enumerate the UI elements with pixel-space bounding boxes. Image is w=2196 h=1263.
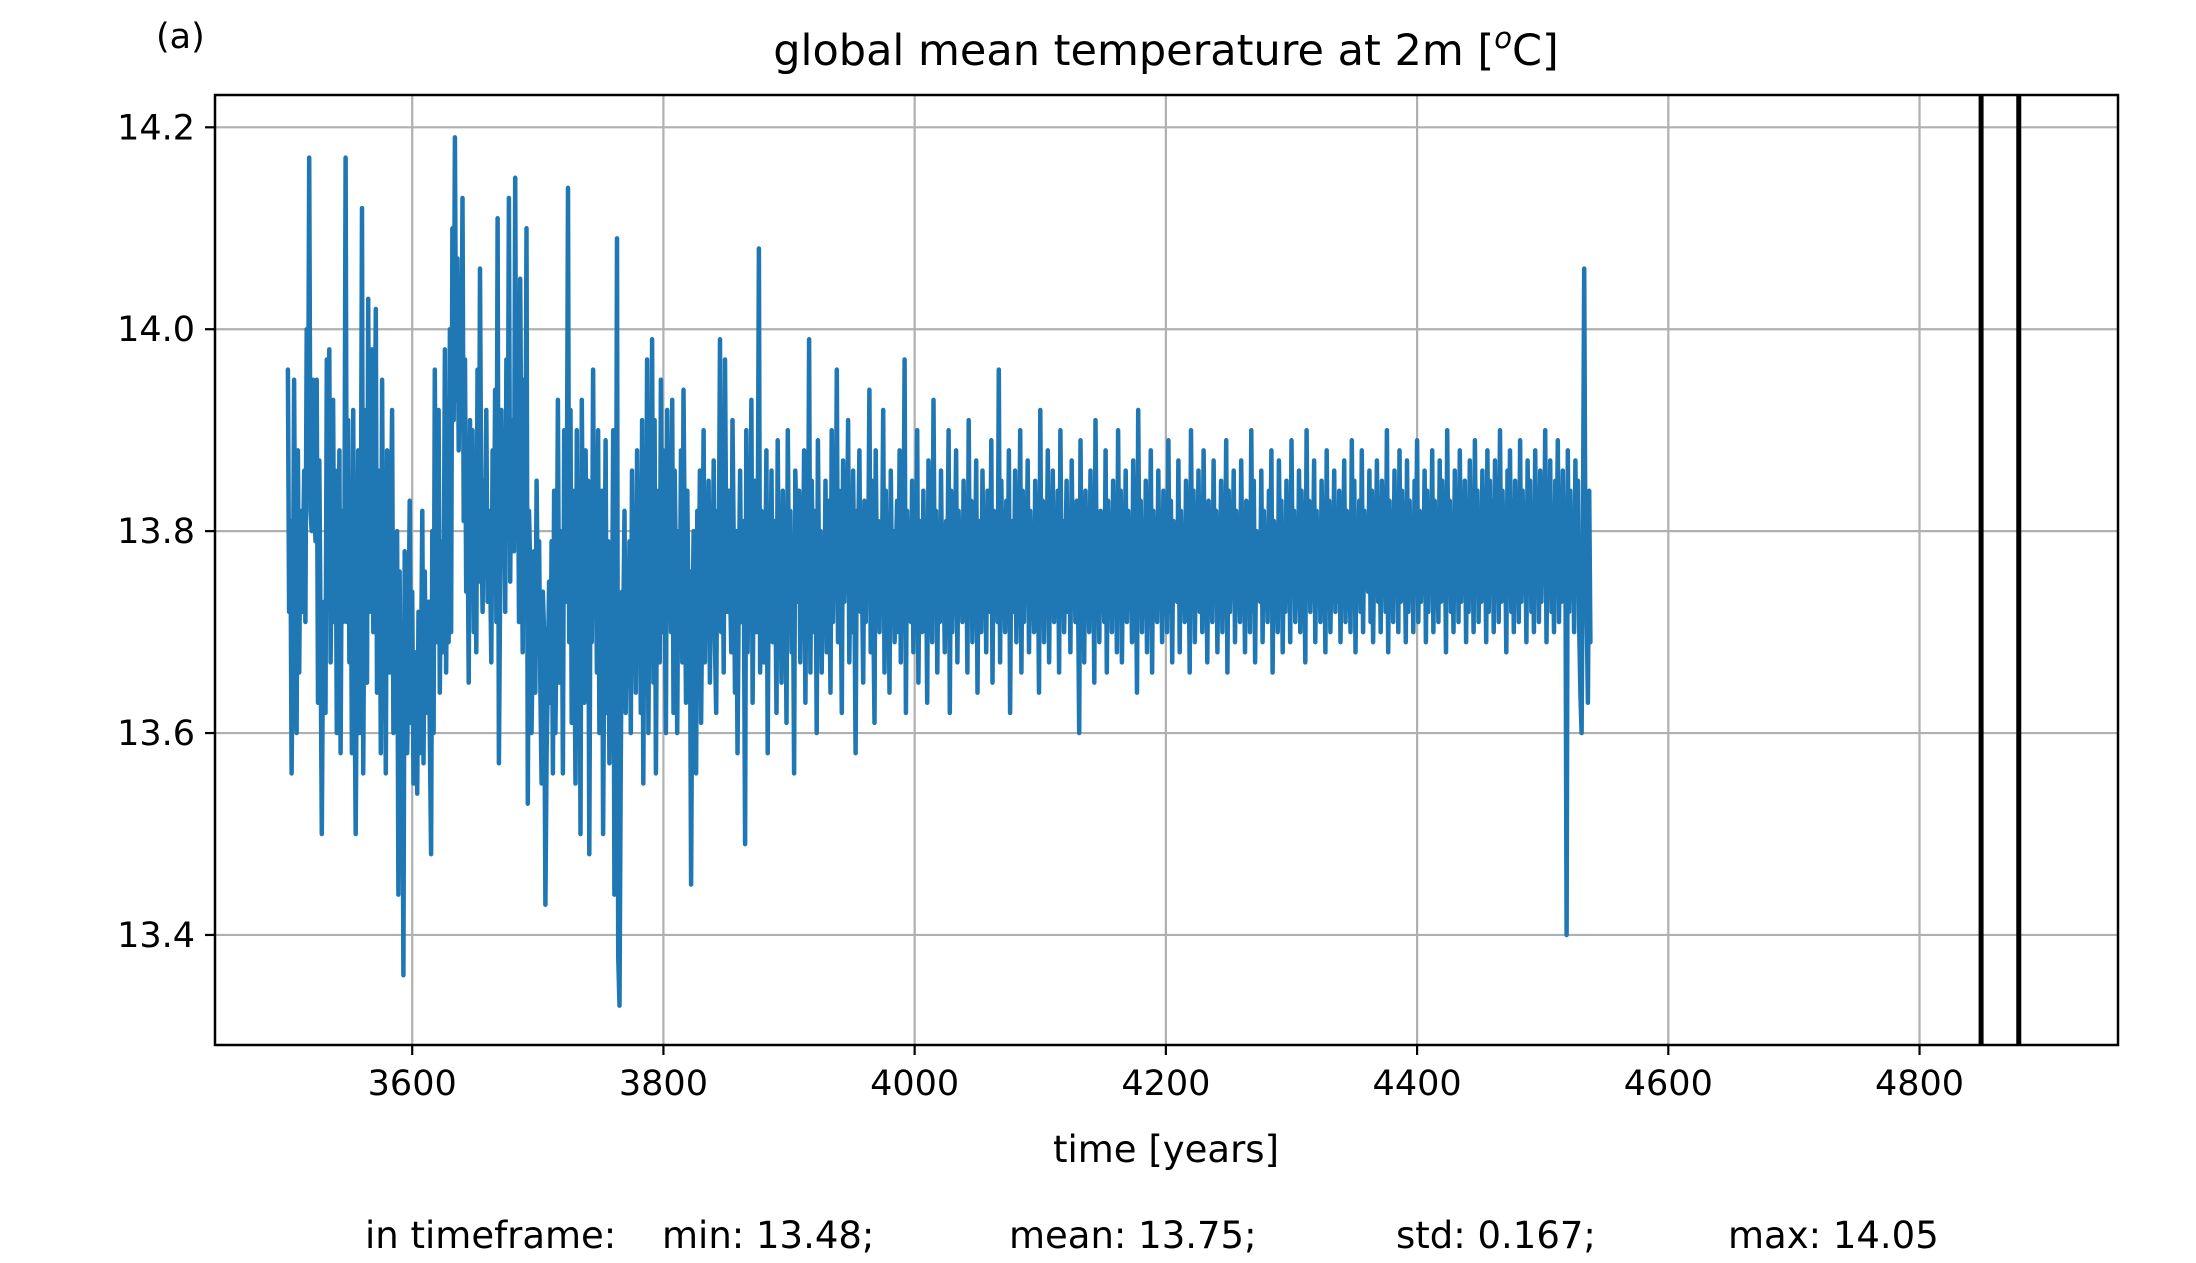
title-superscript: o	[1494, 21, 1512, 55]
panel-label: (a)	[156, 17, 205, 57]
y-tick-label: 13.4	[117, 916, 195, 956]
stats-std: std: 0.167;	[1396, 1214, 1596, 1257]
stats-prefix: in timeframe:	[365, 1214, 616, 1257]
series-line	[285, 135, 1593, 1008]
x-axis-label: time [years]	[1053, 1128, 1279, 1171]
x-tick-label: 4600	[1624, 1064, 1713, 1104]
stats-max: max: 14.05	[1728, 1214, 1939, 1257]
y-tick-label: 14.2	[117, 108, 195, 148]
x-tick-label: 3600	[368, 1064, 457, 1104]
y-tick-label: 13.6	[117, 714, 195, 754]
summary-stats: in timeframe: min: 13.48; mean: 13.75; s…	[365, 1214, 1939, 1257]
x-tick-label: 3800	[619, 1064, 708, 1104]
plot-frame	[213, 93, 2120, 1047]
x-tick-label: 4200	[1121, 1064, 1210, 1104]
x-axis-ticks: 3600 3800 4000 4200 4400 4600 4800	[368, 1045, 1964, 1104]
x-tick-label: 4400	[1373, 1064, 1462, 1104]
x-tick-label: 4800	[1875, 1064, 1964, 1104]
y-axis-ticks: 13.4 13.6 13.8 14.0 14.2	[117, 108, 215, 956]
stats-mean: mean: 13.75;	[1009, 1214, 1257, 1257]
stats-min: min: 13.48;	[662, 1214, 874, 1257]
y-tick-label: 14.0	[117, 310, 195, 350]
vertical-markers	[1978, 95, 2022, 1045]
x-tick-label: 4000	[870, 1064, 959, 1104]
chart-title: global mean temperature at 2m [oC]	[773, 21, 1559, 76]
y-tick-label: 13.8	[117, 512, 195, 552]
